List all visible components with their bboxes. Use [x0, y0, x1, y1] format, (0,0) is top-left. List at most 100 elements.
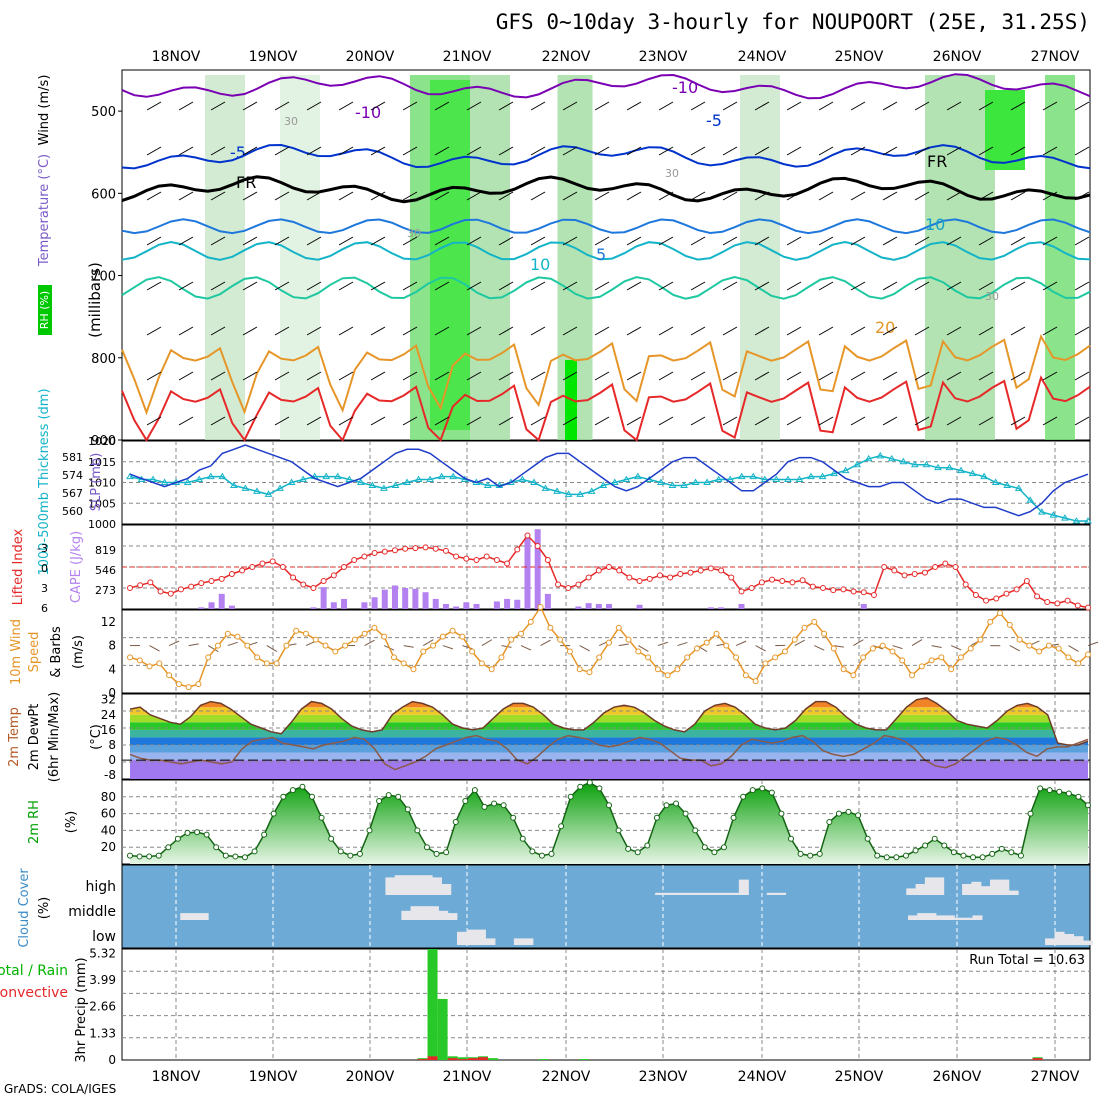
- wind-barb: [818, 101, 834, 111]
- li-tick: 3: [41, 582, 48, 595]
- thickness-point: [541, 484, 550, 491]
- thickness-point: [991, 478, 1000, 485]
- thickness-point: [657, 478, 665, 485]
- temp-band: [130, 714, 1088, 723]
- cape-bar: [432, 598, 439, 609]
- cloud-cell-middle: [917, 913, 928, 920]
- wind-barb: [594, 416, 610, 426]
- thickness-point: [934, 463, 942, 471]
- wind-barb: [882, 281, 898, 291]
- wind-speed-point: [166, 672, 173, 679]
- day-label-top: 26NOV: [933, 49, 982, 65]
- lifted-index-point: [1054, 600, 1061, 607]
- wind-barb-10m: [638, 645, 649, 652]
- lifted-index-point: [769, 576, 776, 583]
- rh-2m-point: [376, 798, 383, 804]
- wind-barb: [690, 146, 706, 156]
- wind-barb: [466, 326, 482, 336]
- cloud-cell-middle: [198, 913, 209, 920]
- cloud-cell-middle: [180, 913, 191, 920]
- wind-barb: [850, 416, 866, 426]
- thickness-ylabel: 1000-500mb Thickness (dm): [37, 388, 52, 575]
- wind-barb-10m: [833, 645, 844, 648]
- temp-tick: 32: [101, 693, 116, 707]
- wind-barb: [818, 146, 834, 156]
- wind-barb: [498, 101, 514, 111]
- contour-label: 30: [985, 290, 999, 303]
- wind-barb-10m: [1068, 645, 1079, 652]
- temp-band: [130, 737, 1088, 745]
- cloud-cell-low: [1083, 940, 1093, 945]
- wind-barb: [594, 371, 610, 381]
- precip-total-bar: [488, 1058, 499, 1060]
- rh-2m-point: [634, 849, 641, 856]
- cloud-cell-middle: [926, 913, 937, 920]
- wind-barb-10m: [403, 645, 414, 648]
- rh-2m-point: [1046, 787, 1053, 794]
- thickness-point: [853, 460, 862, 468]
- wind-barb: [338, 371, 354, 381]
- wind-speed-point: [703, 639, 710, 646]
- wind-barb: [818, 416, 834, 426]
- rh-2m-point: [462, 798, 469, 804]
- wind-barb: [1074, 101, 1090, 111]
- wind-barb: [722, 236, 738, 246]
- lifted-index-point: [595, 567, 602, 574]
- isotherm-line: [121, 73, 1091, 100]
- cape-bar: [575, 606, 582, 609]
- thickness-point: [587, 487, 596, 494]
- lifted-index-point: [504, 560, 511, 567]
- wind-barb: [786, 236, 802, 246]
- rh-2m-point: [491, 800, 498, 807]
- rh-2m-point: [922, 842, 929, 849]
- cloud-cell-high: [701, 892, 712, 895]
- wind-speed-point: [713, 630, 720, 637]
- wind-barb: [178, 416, 194, 426]
- wind-speed-point: [1016, 636, 1023, 643]
- cloud-cell-high: [729, 892, 740, 895]
- wind-barb: [722, 416, 738, 426]
- rh-2m-point: [519, 835, 526, 842]
- wind-tick: 4: [108, 662, 116, 676]
- wind-barb: [370, 326, 386, 336]
- cape-bar: [493, 601, 500, 609]
- wind-barb: [722, 371, 738, 381]
- cloud-cell-high: [673, 892, 684, 895]
- wind-barb: [1042, 236, 1058, 246]
- wind-barb: [434, 146, 450, 156]
- wind-barb: [242, 146, 258, 156]
- lifted-index-point: [412, 545, 419, 552]
- rh-2m-point: [433, 850, 440, 857]
- wind-barb: [1074, 146, 1090, 156]
- cape-tick: 546: [95, 564, 116, 577]
- wind-barb: [946, 191, 962, 201]
- wind-barb: [882, 236, 898, 246]
- wind-barb: [658, 146, 674, 156]
- cloud-level-label: high: [85, 879, 116, 895]
- precip-tick: 3.99: [89, 973, 116, 987]
- wind-barb: [402, 101, 418, 111]
- wind-barb: [466, 101, 482, 111]
- wind-barb: [818, 281, 834, 291]
- wind-barb: [946, 101, 962, 111]
- wind-speed-point: [762, 660, 769, 667]
- day-label-top: 19NOV: [249, 49, 298, 65]
- rh-2m-point: [941, 842, 948, 849]
- wind-barb: [274, 326, 290, 336]
- li-tick: -3: [37, 542, 48, 555]
- rh-2m-point: [711, 849, 718, 856]
- wind-barb: [754, 146, 770, 156]
- cloud-cell-high: [394, 875, 405, 895]
- thickness-point: [299, 475, 308, 483]
- wind-ylabel-c: & Barbs: [49, 626, 64, 678]
- rh-2m-point: [644, 842, 651, 849]
- rh-2m-point: [423, 844, 430, 851]
- cloud-cell-high: [989, 879, 1000, 895]
- day-label-top: 18NOV: [152, 49, 201, 65]
- lifted-index-point: [1044, 599, 1051, 605]
- cape-bar: [218, 593, 225, 609]
- precip-tick: 2.66: [89, 1000, 116, 1014]
- contour-label: 10: [530, 255, 550, 274]
- day-label-bottom: 25NOV: [835, 1069, 884, 1085]
- wind-speed-point: [175, 681, 182, 688]
